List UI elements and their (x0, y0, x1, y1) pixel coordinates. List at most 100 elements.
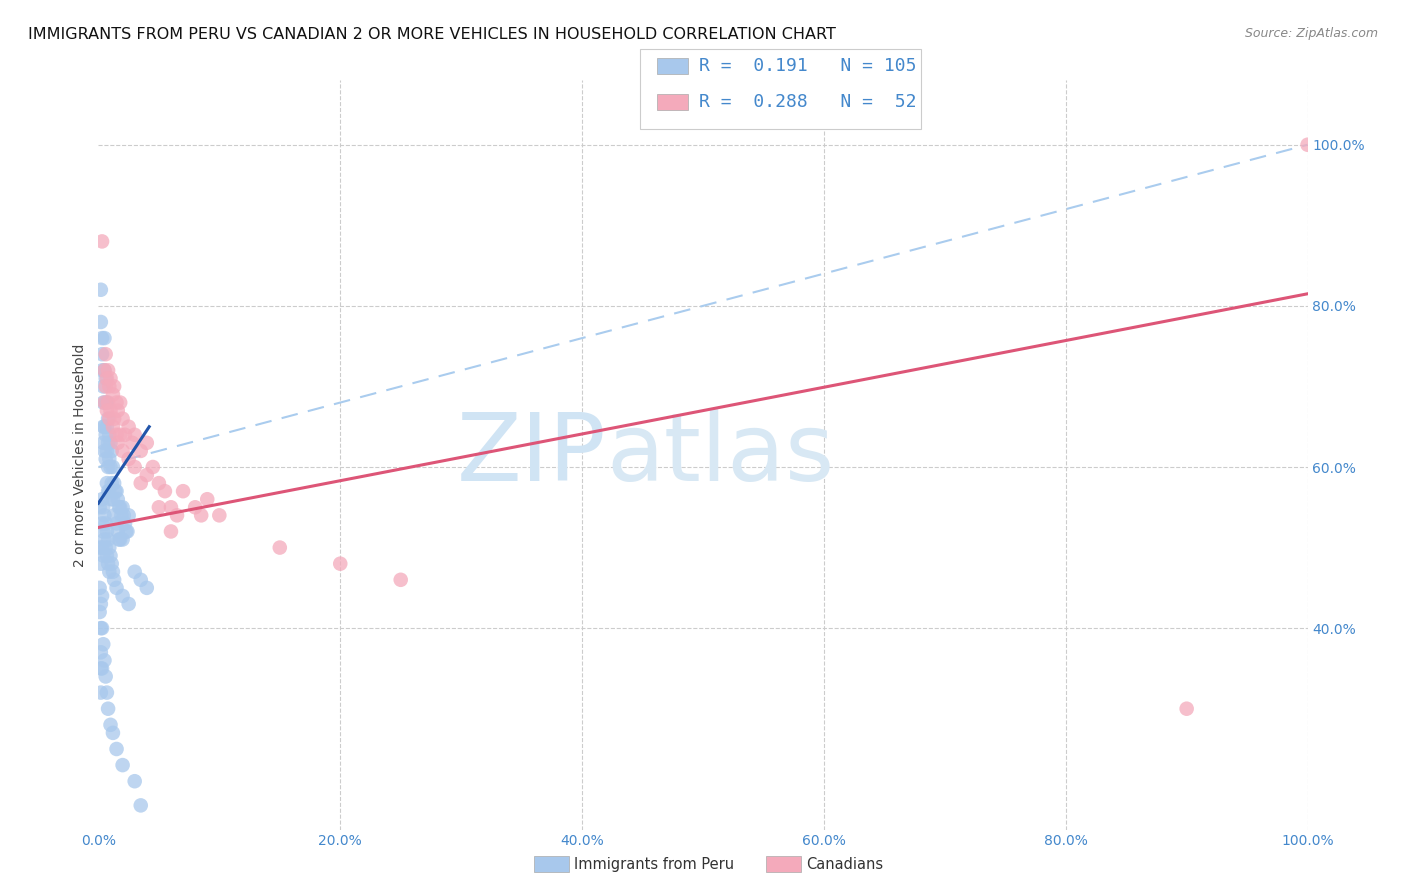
Point (148, 500, 170, 515)
Point (135, 581, 157, 595)
Point (105, 581, 128, 595)
Point (94, 452, 117, 467)
Point (89, 605, 111, 619)
Point (93, 395, 115, 409)
Point (91, 395, 114, 409)
Point (111, 533, 134, 547)
Point (93, 653, 115, 667)
Point (94, 371, 117, 385)
Point (135, 435, 157, 450)
Point (108, 500, 131, 515)
Point (101, 419, 124, 434)
Point (107, 524, 129, 539)
Point (129, 443, 152, 458)
Point (91, 419, 114, 434)
Point (100, 435, 122, 450)
Point (91, 541, 114, 555)
Text: Source: ZipAtlas.com: Source: ZipAtlas.com (1244, 27, 1378, 40)
Point (94, 541, 117, 555)
Point (166, 508, 188, 523)
Point (90, 315, 112, 329)
Point (90, 597, 112, 611)
Point (97, 411, 120, 425)
Point (112, 508, 135, 523)
Point (108, 500, 131, 515)
Text: ZIP: ZIP (457, 409, 606, 501)
Point (111, 589, 134, 603)
Point (208, 508, 231, 523)
Point (103, 379, 125, 393)
Point (111, 411, 134, 425)
Point (90, 685, 112, 699)
Text: R =  0.191   N = 105: R = 0.191 N = 105 (699, 57, 917, 75)
Point (105, 395, 128, 409)
Point (107, 403, 129, 417)
Point (90, 661, 112, 675)
Point (96, 371, 118, 385)
Point (100, 492, 122, 507)
Point (100, 460, 122, 475)
Point (91, 347, 114, 361)
Point (118, 419, 141, 434)
Point (100, 718, 122, 732)
Point (142, 460, 165, 475)
Y-axis label: 2 or more Vehicles in Household: 2 or more Vehicles in Household (73, 343, 87, 566)
Point (105, 516, 128, 531)
Point (97, 395, 120, 409)
Point (129, 798, 152, 813)
Point (91, 516, 114, 531)
Point (96, 476, 118, 491)
Point (111, 758, 134, 772)
Point (97, 557, 120, 571)
Point (89, 500, 111, 515)
Point (97, 435, 120, 450)
Point (103, 476, 125, 491)
Point (91, 435, 114, 450)
Point (107, 435, 129, 450)
Point (114, 516, 136, 531)
Point (110, 508, 132, 523)
Text: atlas: atlas (606, 409, 835, 501)
Point (94, 379, 117, 393)
Point (94, 669, 117, 683)
Point (98, 427, 121, 442)
Point (98, 484, 121, 499)
Point (100, 403, 122, 417)
Point (91, 331, 114, 345)
Point (389, 573, 412, 587)
Point (135, 468, 157, 483)
Point (94, 516, 117, 531)
Point (184, 500, 207, 515)
Point (93, 443, 115, 458)
Point (269, 541, 291, 555)
Point (94, 347, 117, 361)
Point (160, 524, 183, 539)
Point (98, 411, 121, 425)
Text: R =  0.288   N =  52: R = 0.288 N = 52 (699, 93, 917, 111)
Point (153, 484, 176, 499)
Point (118, 452, 141, 467)
Point (98, 541, 121, 555)
Text: IMMIGRANTS FROM PERU VS CANADIAN 2 OR MORE VEHICLES IN HOUSEHOLD CORRELATION CHA: IMMIGRANTS FROM PERU VS CANADIAN 2 OR MO… (28, 27, 837, 42)
Point (93, 331, 115, 345)
Point (89, 541, 111, 555)
Point (100, 476, 122, 491)
Point (91, 363, 114, 377)
Point (160, 500, 183, 515)
Point (96, 549, 118, 563)
Point (172, 484, 194, 499)
Point (329, 557, 352, 571)
Point (97, 484, 120, 499)
Point (108, 395, 131, 409)
Point (100, 557, 122, 571)
Point (98, 452, 121, 467)
Point (129, 573, 152, 587)
Point (91, 621, 114, 635)
Point (148, 476, 170, 491)
Point (124, 774, 146, 789)
Point (98, 379, 121, 393)
Point (101, 460, 124, 475)
Point (105, 742, 128, 756)
Point (96, 419, 118, 434)
Point (121, 435, 143, 450)
